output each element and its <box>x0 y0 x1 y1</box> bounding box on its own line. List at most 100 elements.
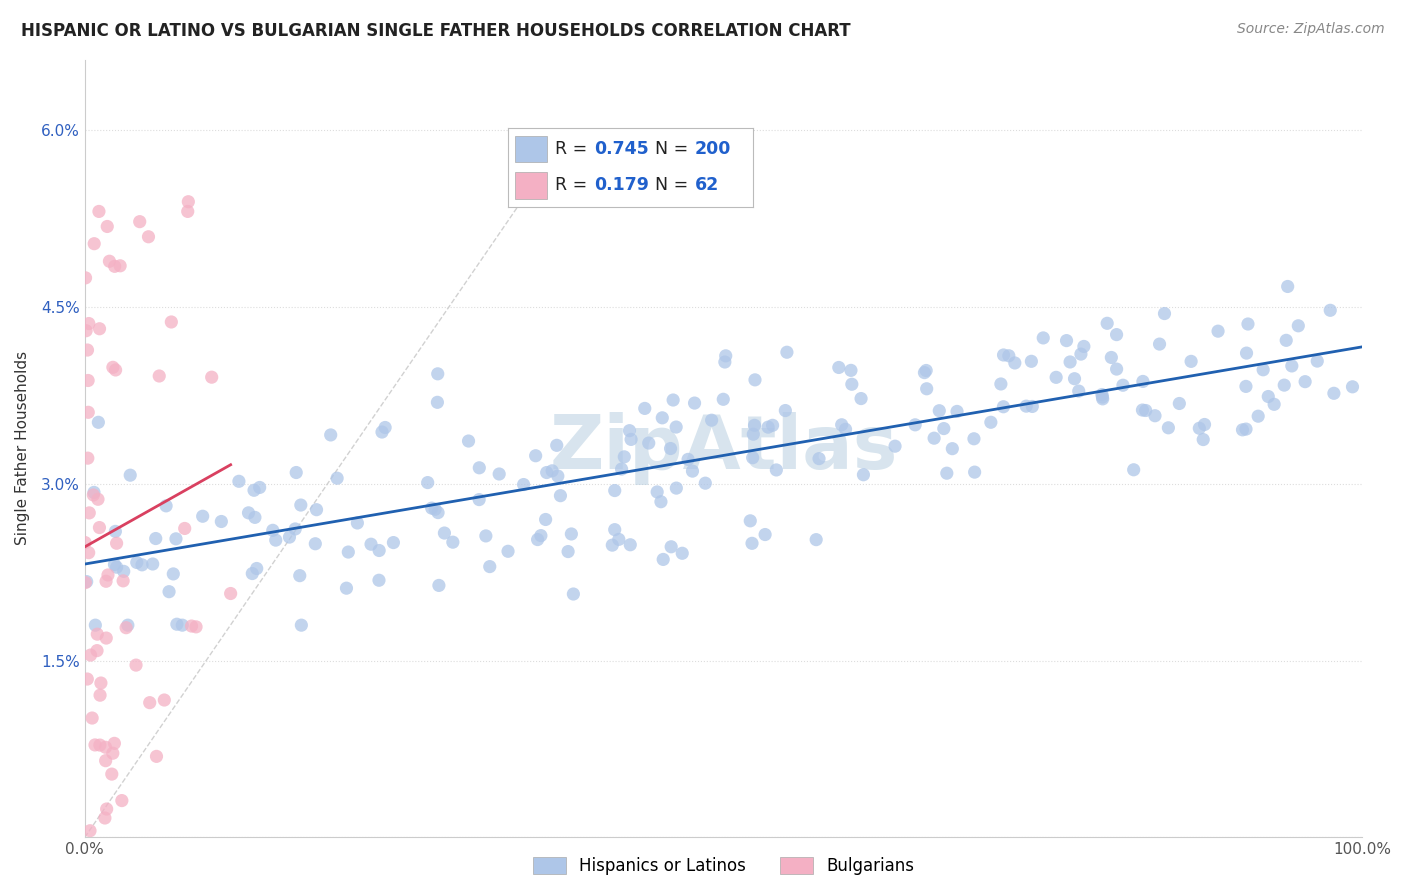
Point <box>496 544 519 558</box>
Point <box>932 421 955 435</box>
Point <box>115 621 138 635</box>
Point <box>111 794 134 808</box>
Point <box>117 618 139 632</box>
Point <box>1275 334 1298 348</box>
Point <box>427 506 450 520</box>
Text: Source: ZipAtlas.com: Source: ZipAtlas.com <box>1237 22 1385 37</box>
Point <box>160 315 183 329</box>
Point <box>125 556 148 570</box>
Point <box>600 538 623 552</box>
Point <box>562 587 585 601</box>
Point <box>884 439 907 453</box>
Point <box>904 417 927 432</box>
Point <box>145 749 167 764</box>
Point <box>928 403 950 417</box>
Point <box>89 738 111 752</box>
Point <box>524 449 547 463</box>
Point <box>741 450 763 465</box>
Point <box>77 405 100 419</box>
Point <box>86 627 108 641</box>
Point <box>665 420 688 434</box>
Point <box>420 501 443 516</box>
Point <box>104 260 127 274</box>
Point <box>744 418 766 433</box>
Point <box>1105 327 1128 342</box>
Point <box>246 561 269 575</box>
Point <box>804 533 827 547</box>
Point <box>94 754 117 768</box>
Point <box>963 432 986 446</box>
Point <box>1095 316 1118 330</box>
Point <box>512 477 534 491</box>
Point <box>922 431 945 445</box>
Point <box>304 537 326 551</box>
Point <box>839 363 862 377</box>
Point <box>1091 392 1114 406</box>
Point <box>243 510 266 524</box>
Text: N =: N = <box>655 140 695 158</box>
Point <box>219 586 242 600</box>
Point <box>488 467 510 481</box>
Point <box>1180 354 1202 368</box>
Text: 0.179: 0.179 <box>593 177 648 194</box>
Point <box>184 620 207 634</box>
Point <box>1234 379 1257 393</box>
Point <box>103 736 125 750</box>
Point <box>368 574 391 588</box>
Point <box>177 204 200 219</box>
Point <box>138 696 160 710</box>
Point <box>228 475 250 489</box>
Point <box>603 523 626 537</box>
Point <box>744 373 766 387</box>
Point <box>426 367 449 381</box>
Point <box>1149 337 1171 351</box>
Point <box>172 618 194 632</box>
Point <box>240 566 263 581</box>
Point <box>541 464 564 478</box>
Point <box>319 428 342 442</box>
Point <box>305 502 328 516</box>
Point <box>264 533 287 548</box>
Point <box>288 568 311 582</box>
Point <box>153 693 176 707</box>
Point <box>83 485 105 500</box>
Point <box>741 536 763 550</box>
Point <box>834 422 856 436</box>
Point <box>603 483 626 498</box>
Point <box>980 415 1002 429</box>
Point <box>619 424 641 438</box>
Point <box>101 746 124 760</box>
Point <box>1143 409 1166 423</box>
Point <box>1257 390 1279 404</box>
Point <box>457 434 479 448</box>
Point <box>191 509 214 524</box>
Point <box>1059 355 1081 369</box>
Point <box>676 452 699 467</box>
Point <box>534 512 557 526</box>
Point <box>423 502 446 516</box>
Point <box>138 229 160 244</box>
Point <box>695 476 717 491</box>
Point <box>82 711 104 725</box>
Point <box>547 469 569 483</box>
Point <box>262 524 284 538</box>
Point <box>75 324 97 338</box>
FancyBboxPatch shape <box>516 172 547 199</box>
Point <box>104 363 127 377</box>
Point <box>1236 346 1258 360</box>
FancyBboxPatch shape <box>516 136 547 162</box>
Point <box>613 450 636 464</box>
Point <box>714 355 737 369</box>
Point <box>1263 397 1285 411</box>
Point <box>98 254 121 268</box>
Point <box>278 530 301 544</box>
Point <box>610 462 633 476</box>
Point <box>75 535 97 549</box>
Point <box>142 557 165 571</box>
Point <box>775 403 797 417</box>
Point <box>478 559 501 574</box>
Point <box>79 823 101 838</box>
Point <box>94 811 117 825</box>
Text: ZipAtlas: ZipAtlas <box>550 412 897 485</box>
Point <box>756 420 779 434</box>
